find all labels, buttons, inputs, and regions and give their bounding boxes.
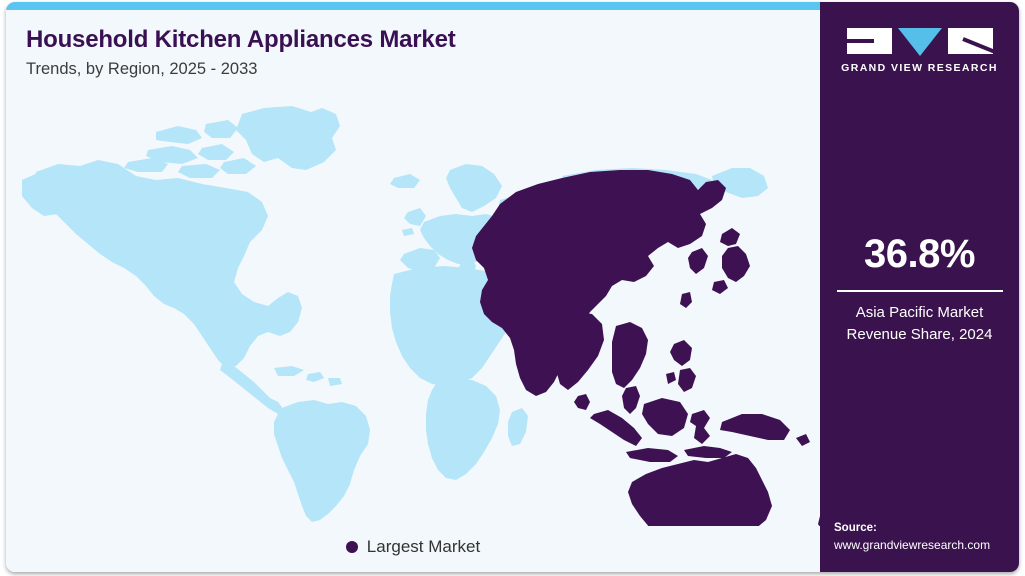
side-panel: GRAND VIEW RESEARCH 36.8% Asia Pacific M… bbox=[820, 2, 1019, 572]
stat-divider bbox=[836, 290, 1003, 292]
top-accent-bar bbox=[6, 2, 820, 10]
legend-item-largest-market: Largest Market bbox=[345, 537, 481, 556]
title-block: Household Kitchen Appliances Market Tren… bbox=[26, 26, 806, 79]
infographic-card: Household Kitchen Appliances Market Tren… bbox=[6, 2, 1019, 572]
legend-item-label: Largest Market bbox=[366, 537, 481, 556]
world-map-container bbox=[6, 96, 820, 526]
source-url[interactable]: www.grandviewresearch.com bbox=[834, 538, 991, 553]
legend-dot-icon bbox=[345, 540, 358, 553]
world-map-svg bbox=[6, 96, 820, 526]
logo-marks bbox=[820, 28, 1019, 56]
map-panel: Household Kitchen Appliances Market Tren… bbox=[6, 10, 820, 572]
stat-label-line1: Asia Pacific Market bbox=[855, 304, 984, 321]
stat-block: 36.8% Asia Pacific Market Revenue Share,… bbox=[820, 234, 1019, 346]
logo-r-icon bbox=[947, 28, 993, 54]
logo-g-icon bbox=[846, 28, 892, 54]
stat-label-line2: Revenue Share, 2024 bbox=[846, 325, 993, 343]
page-title: Household Kitchen Appliances Market bbox=[26, 26, 456, 53]
source-heading: Source: bbox=[834, 521, 877, 534]
map-region-asia-pacific bbox=[472, 170, 820, 526]
stat-value: 36.8% bbox=[864, 232, 975, 276]
brand-logo: GRAND VIEW RESEARCH bbox=[820, 28, 1019, 74]
logo-wordmark: GRAND VIEW RESEARCH bbox=[841, 62, 998, 74]
logo-v-triangle-icon bbox=[897, 28, 942, 56]
page-subtitle: Trends, by Region, 2025 - 2033 bbox=[26, 59, 258, 78]
map-legend: Largest Market bbox=[6, 538, 820, 555]
source-block: Source: www.grandviewresearch.com bbox=[834, 520, 1019, 554]
